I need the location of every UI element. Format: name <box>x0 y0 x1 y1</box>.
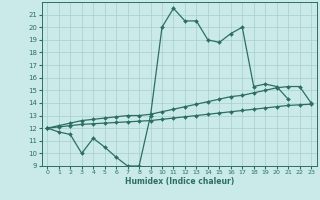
X-axis label: Humidex (Indice chaleur): Humidex (Indice chaleur) <box>124 177 234 186</box>
